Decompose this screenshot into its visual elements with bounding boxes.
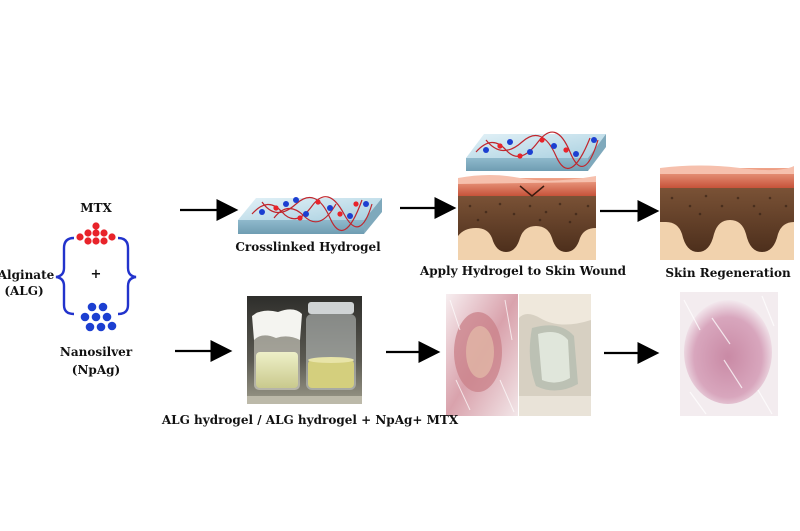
hydrogel-slab-1 — [238, 196, 382, 234]
mtx-dots — [76, 222, 116, 245]
right-brace — [117, 236, 137, 316]
mtx-label: MTX — [80, 201, 112, 215]
wound-photo-hydrogel — [519, 294, 591, 416]
crosslinked-hydrogel-label: Crosslinked Hydrogel — [235, 240, 381, 254]
wound-photo-before — [446, 294, 518, 416]
alginate-label: Alginate — [0, 268, 55, 282]
nanosilver-label: Nanosilver — [59, 345, 133, 359]
hydrogel-slab-2 — [466, 131, 606, 171]
plus-sign: + — [90, 267, 102, 282]
skin-section-regenerated — [660, 165, 794, 260]
npag-dots — [80, 302, 117, 332]
alginate-abbr-label: (ALG) — [4, 284, 44, 298]
skin-section-wound — [458, 175, 596, 260]
apply-hydrogel-label: Apply Hydrogel to Skin Wound — [419, 264, 627, 278]
left-brace — [55, 236, 75, 316]
healed-photo — [680, 292, 778, 416]
vials-caption: ALG hydrogel / ALG hydrogel + NpAg+ MTX — [161, 413, 459, 427]
skin-regeneration-label: Skin Regeneration — [665, 266, 791, 280]
vials-photo — [247, 296, 362, 404]
nanosilver-abbr-label: (NpAg) — [71, 363, 121, 377]
